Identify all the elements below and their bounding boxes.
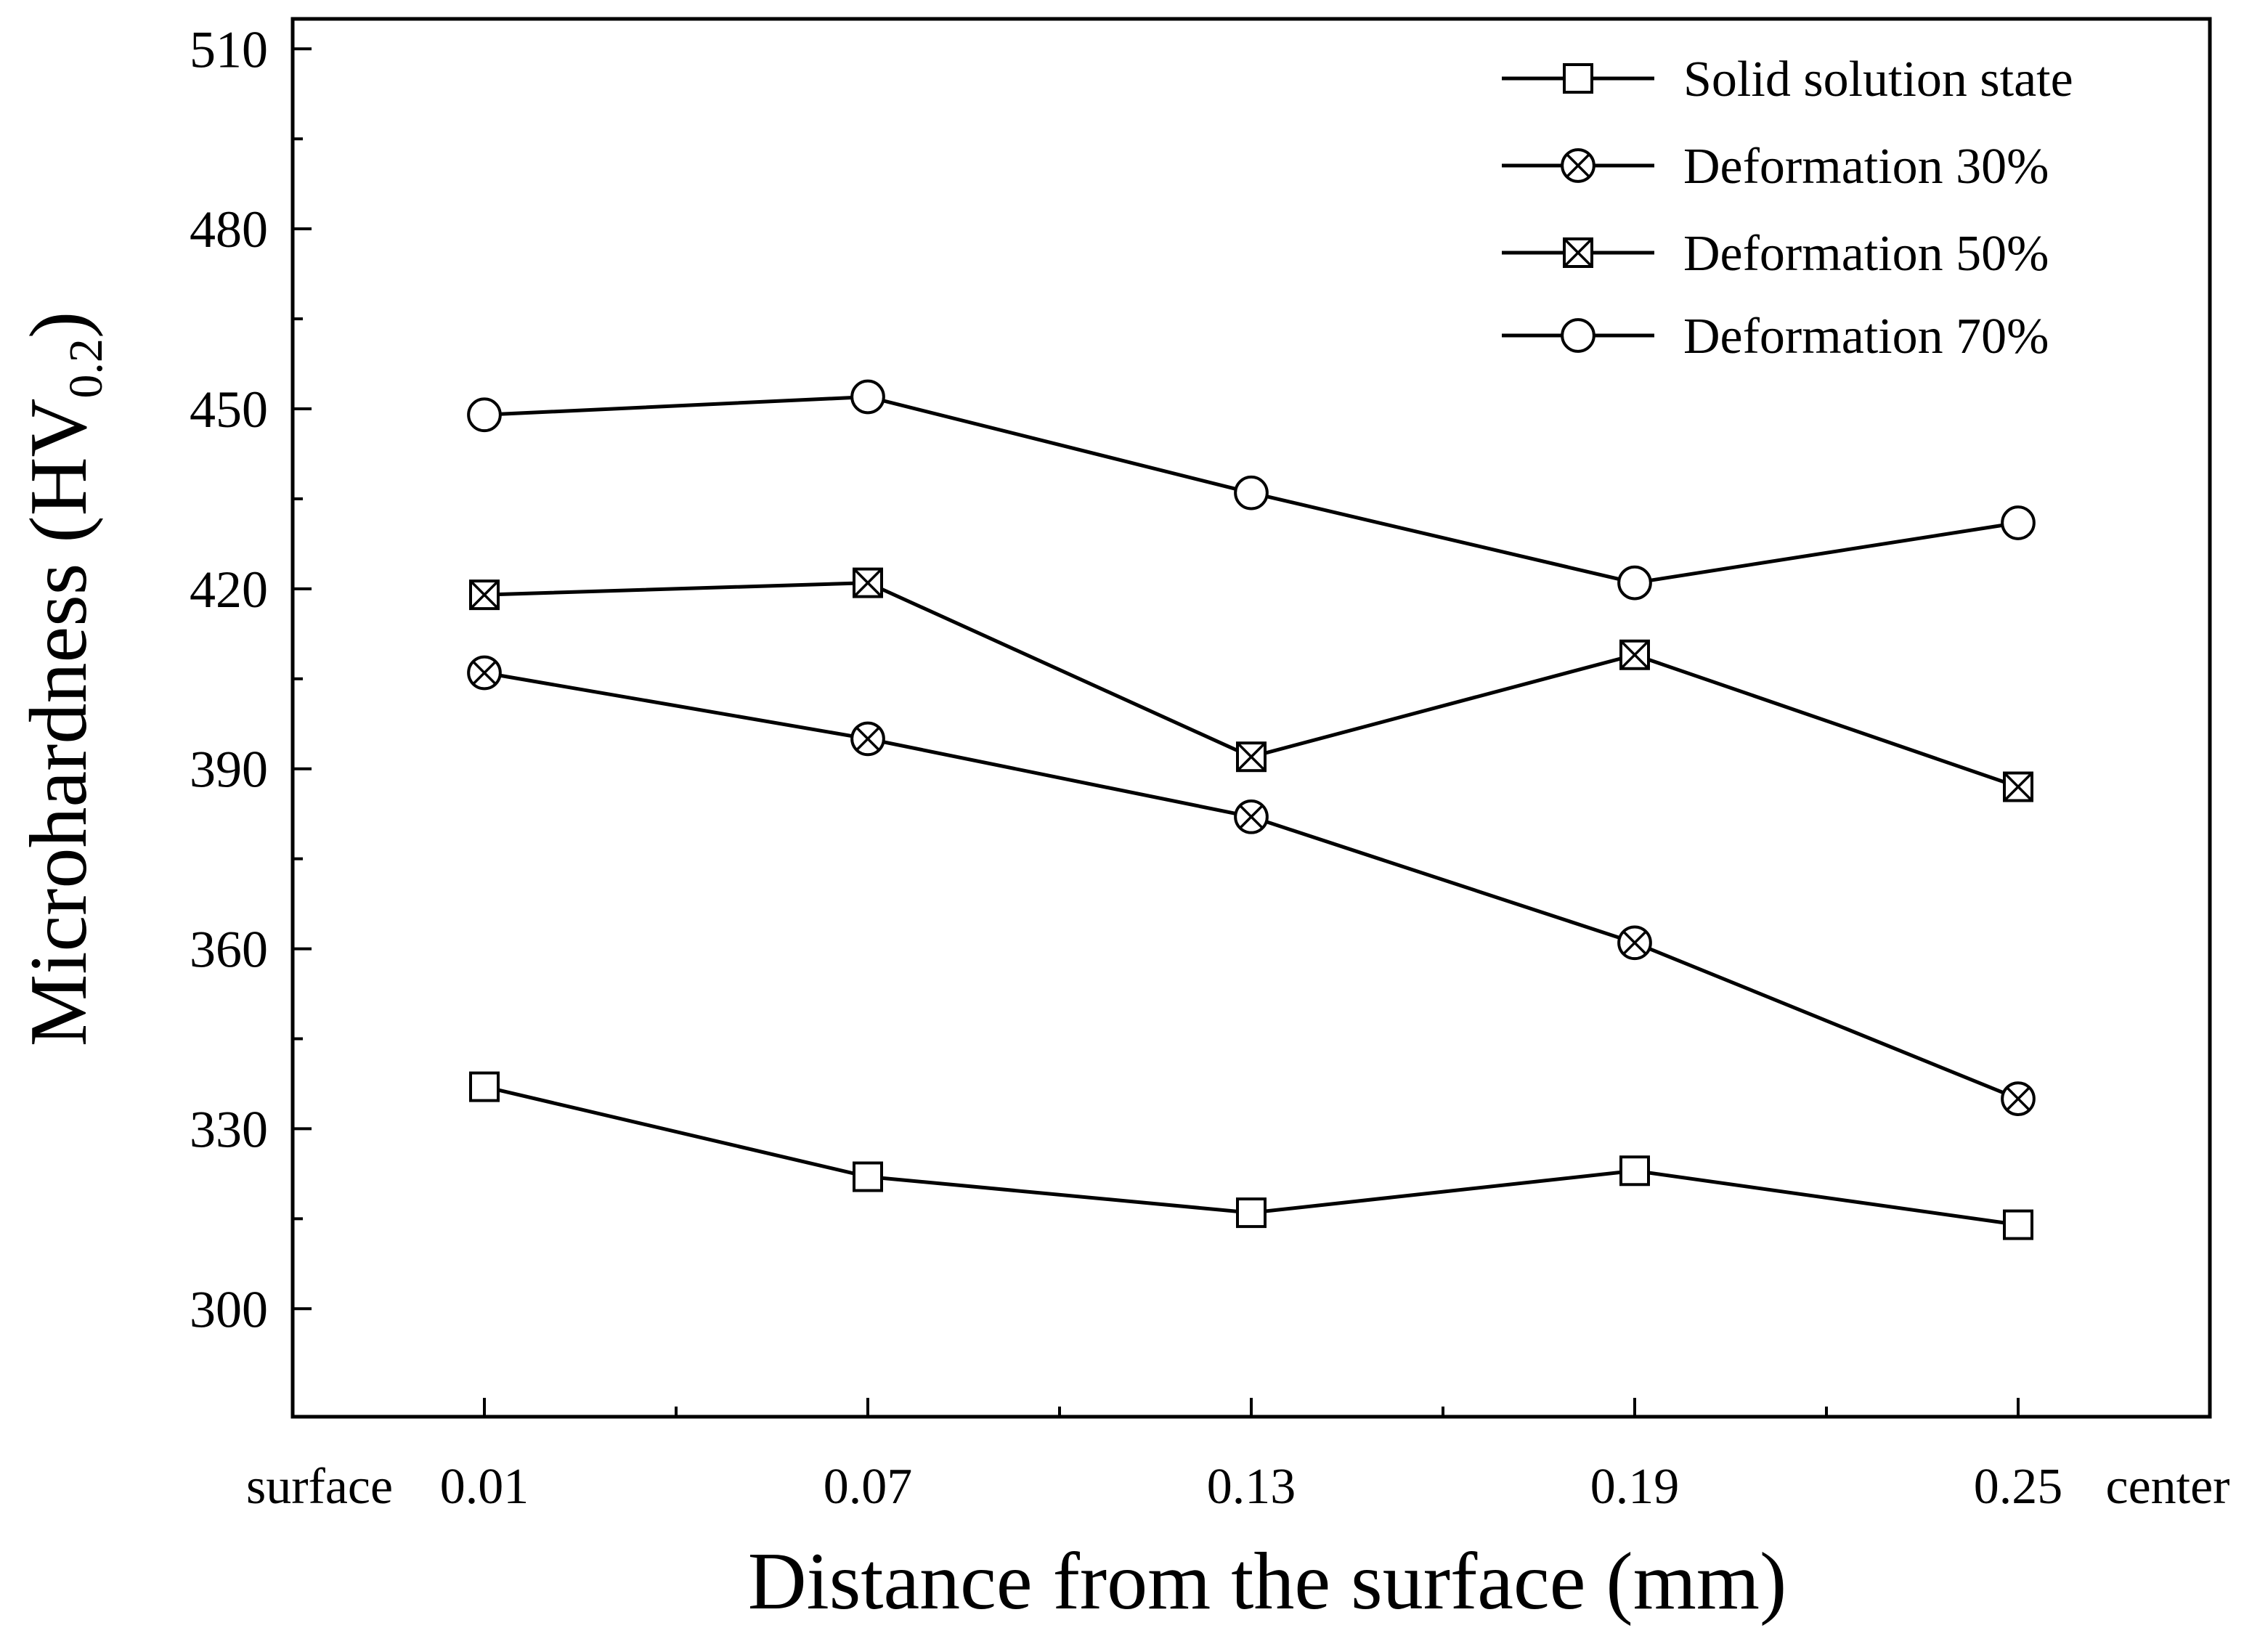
data-point-s3-3-cross-b	[1236, 741, 1267, 772]
data-point-s3-1	[469, 579, 500, 611]
x-tick-label: 0.01	[440, 1459, 529, 1515]
legend-marker-1	[1563, 63, 1593, 94]
data-point-s4-3-shape	[1234, 475, 1269, 510]
x-end-label-left: surface	[246, 1459, 393, 1515]
data-point-s1-2-shape	[853, 1161, 883, 1192]
y-tick-label: 390	[190, 741, 268, 799]
y-tick-label: 450	[190, 381, 268, 439]
legend-marker-3-cross-b	[1563, 237, 1593, 268]
data-point-s1-3-shape	[1236, 1197, 1267, 1229]
x-end-label-right: center	[2106, 1459, 2230, 1515]
data-point-s4-1	[467, 397, 502, 433]
legend-marker-4	[1561, 318, 1595, 353]
legend-label-2: Deformation 30%	[1683, 139, 2049, 195]
data-point-s2-4	[1617, 925, 1652, 961]
y-tick-label: 510	[190, 20, 268, 78]
data-point-s2-5-cross-b	[2006, 1086, 2030, 1111]
y-tick-label: 360	[190, 921, 268, 979]
y-axis-title-close: )	[14, 312, 104, 338]
legend-marker-2	[1561, 148, 1595, 183]
series-layer	[467, 379, 2036, 1240]
y-tick-label: 420	[190, 561, 268, 619]
data-point-s3-2-cross-b	[853, 568, 883, 598]
data-point-s2-1-cross-b	[472, 660, 497, 685]
y-axis-title: Microhardness (HV0.2)	[14, 312, 113, 1046]
series-line-2	[484, 671, 2019, 1101]
legend: Solid solution state Deformation 30% Defor…	[1502, 52, 2073, 365]
data-point-s3-1-cross-b	[469, 579, 500, 610]
y-tick-label: 480	[190, 200, 268, 259]
data-point-s4-4	[1617, 565, 1652, 601]
legend-marker-2-cross-b	[1566, 153, 1590, 178]
data-point-s3-5-cross-b	[2003, 772, 2033, 802]
data-point-s2-3-cross-b	[1239, 805, 1264, 829]
x-axis-title: Distance from the surface (mm)	[748, 1537, 1787, 1627]
x-tick-label: 0.25	[1974, 1459, 2063, 1515]
data-point-s1-1-shape	[469, 1071, 500, 1102]
legend-marker-1-shape	[1563, 63, 1593, 94]
legend-marker-4-shape	[1561, 318, 1595, 353]
legend-marker-3	[1563, 237, 1593, 268]
data-point-s3-4-cross-b	[1619, 640, 1650, 670]
data-point-s2-4-cross-b	[1622, 930, 1647, 956]
data-point-s1-5-shape	[2003, 1209, 2033, 1240]
data-point-s3-5	[2003, 771, 2033, 802]
data-point-s1-4-shape	[1619, 1155, 1650, 1187]
y-axis: 300 330 360 390 420 450 480 510	[190, 20, 312, 1338]
x-axis: 0.01 0.07 0.13 0.19 0.25	[440, 1398, 2063, 1515]
data-point-s1-2	[853, 1161, 883, 1192]
data-point-s2-5	[2001, 1081, 2036, 1116]
data-point-s4-2	[850, 379, 885, 415]
data-point-s4-2-shape	[850, 379, 885, 415]
data-point-s2-3	[1234, 799, 1269, 834]
data-point-s4-5	[2001, 505, 2036, 540]
legend-label-3: Deformation 50%	[1683, 226, 2049, 282]
data-point-s4-3	[1234, 475, 1269, 510]
data-point-s4-4-shape	[1617, 565, 1652, 601]
data-point-s2-2-cross-b	[855, 726, 880, 752]
data-point-s1-1	[469, 1071, 500, 1102]
legend-label-4: Deformation 70%	[1683, 309, 2049, 365]
data-point-s1-3	[1236, 1197, 1267, 1229]
y-axis-title-subscript: 0.2	[60, 338, 113, 399]
data-point-s2-2	[850, 721, 885, 757]
x-tick-label: 0.19	[1590, 1459, 1680, 1515]
legend-label-1: Solid solution state	[1683, 52, 2073, 107]
data-point-s1-5	[2003, 1209, 2033, 1240]
y-tick-label: 300	[190, 1280, 268, 1338]
data-point-s2-1	[467, 655, 502, 691]
data-point-s1-4	[1619, 1155, 1650, 1187]
data-point-s3-2	[853, 567, 883, 598]
y-axis-title-main: Microhardness (HV	[14, 399, 104, 1047]
y-tick-label: 330	[190, 1100, 268, 1158]
x-tick-label: 0.13	[1207, 1459, 1296, 1515]
data-point-s3-3	[1236, 741, 1267, 773]
data-point-s4-1-shape	[467, 397, 502, 433]
data-point-s4-5-shape	[2001, 505, 2036, 540]
x-tick-label: 0.07	[824, 1459, 913, 1515]
data-point-s3-4	[1619, 639, 1650, 670]
